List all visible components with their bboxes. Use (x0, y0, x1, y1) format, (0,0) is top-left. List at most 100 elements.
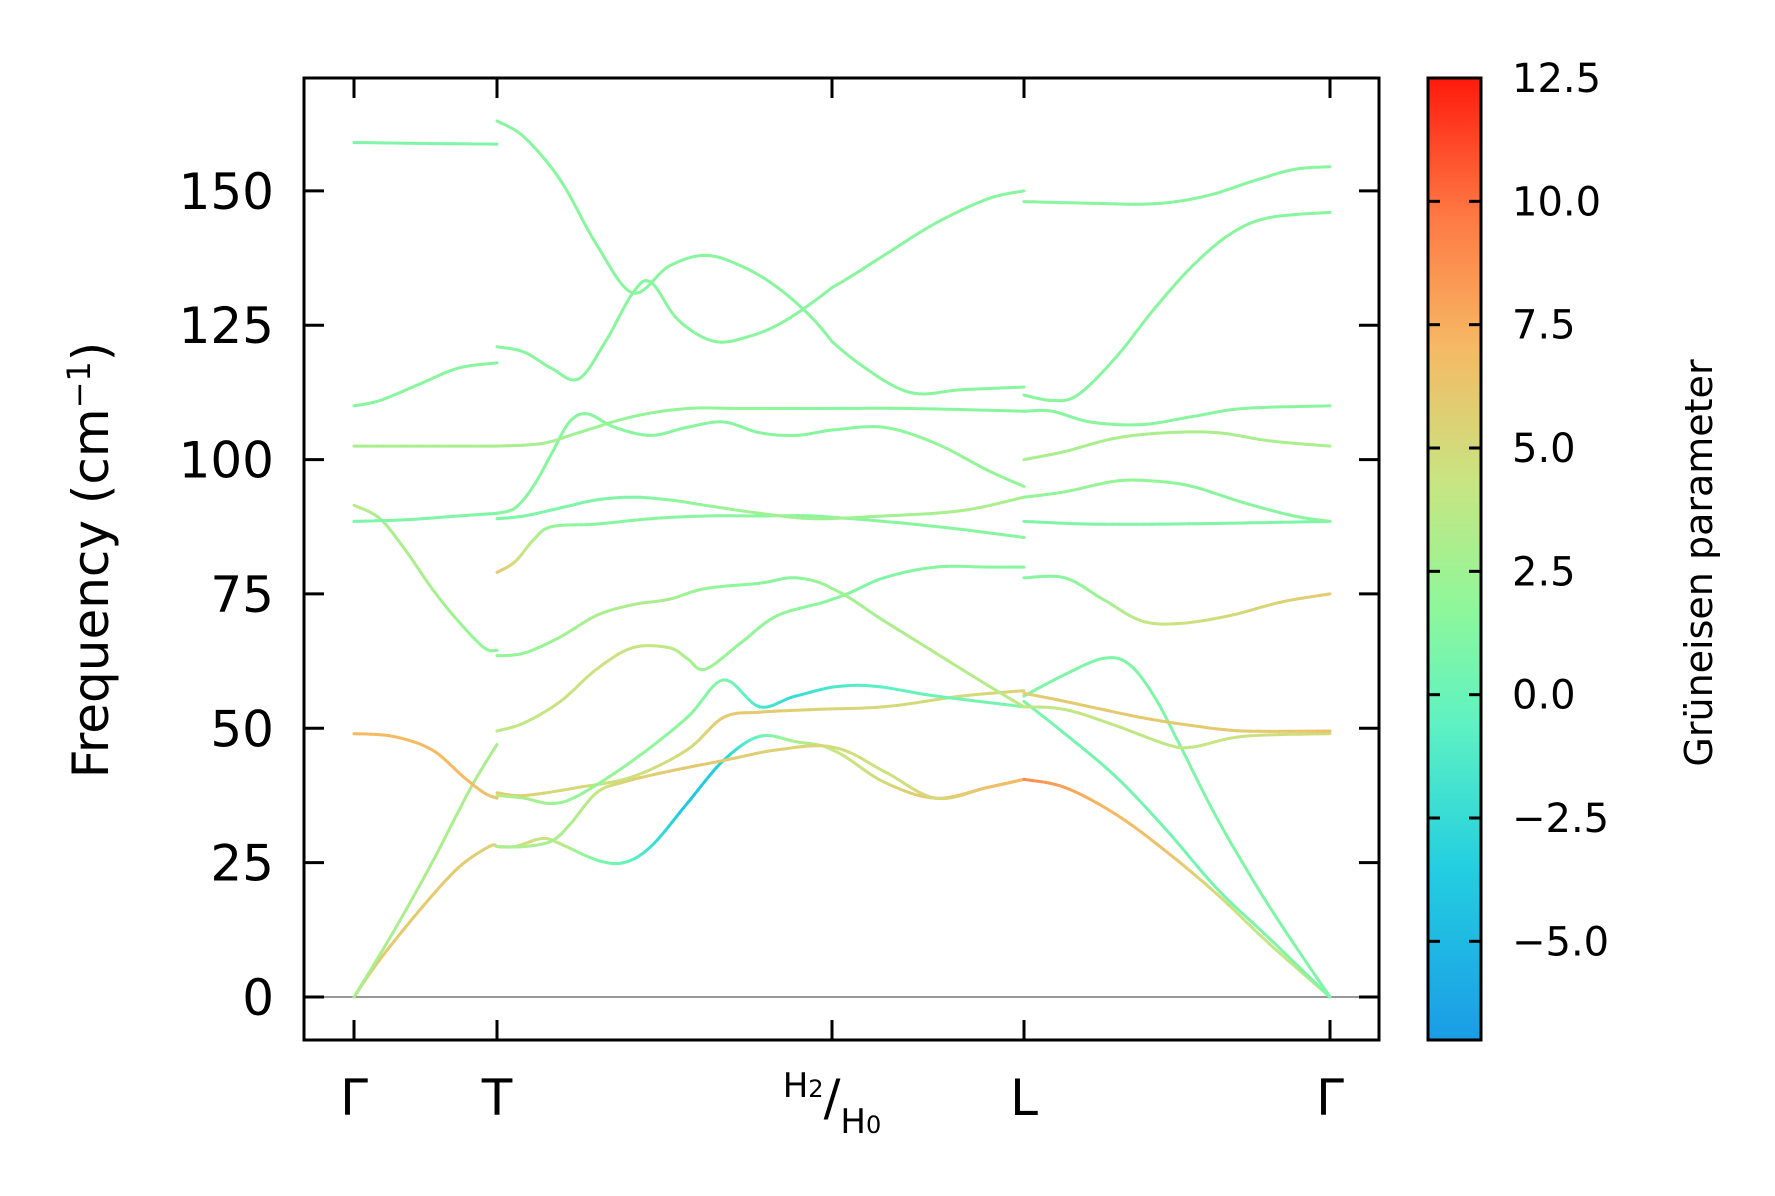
band-line (495, 119, 1026, 396)
y-tick-label: 50 (210, 700, 274, 758)
band-piece (1225, 834, 1234, 846)
band-line (352, 732, 499, 800)
y-tick-label: 75 (210, 566, 274, 624)
band-piece (1211, 810, 1220, 822)
band-line (352, 141, 499, 146)
band-piece (1018, 535, 1026, 539)
band-piece (1279, 923, 1290, 937)
band-line (1022, 165, 1332, 206)
x-tick-label: H2/H0 (783, 1066, 882, 1142)
x-tick-label: L (1010, 1069, 1038, 1127)
colorbar-tick-label: 5.0 (1512, 426, 1576, 472)
colorbar-ticks: −5.0 −2.5 0.0 2.5 5.0 7.5 10.0 12.5 (1428, 56, 1609, 965)
band-line (1022, 478, 1332, 523)
colorbar-tick-label: −2.5 (1512, 796, 1609, 842)
band-piece (1301, 971, 1311, 981)
band-piece (1307, 965, 1318, 978)
band-piece (973, 699, 987, 704)
band-piece (1325, 592, 1332, 596)
y-axis-ticks: 0 25 50 75 100 125 150 (179, 163, 1379, 1027)
band-line (1022, 656, 1332, 999)
band-line (1022, 210, 1332, 403)
colorbar-tick-label: 0.0 (1512, 673, 1576, 719)
band-piece (1261, 895, 1271, 908)
band-line (1022, 705, 1332, 750)
band-piece (1267, 904, 1277, 917)
band-line (495, 495, 1026, 521)
band-line (495, 406, 1026, 448)
band-piece (1294, 965, 1305, 975)
band-piece (1020, 484, 1026, 488)
band-lines (352, 119, 1332, 999)
band-line (1022, 430, 1332, 462)
band-piece (1273, 913, 1283, 927)
band-piece (1294, 944, 1305, 959)
band-line (352, 511, 499, 523)
band-line (495, 189, 1026, 382)
band-piece (1273, 942, 1283, 952)
band-piece (1286, 955, 1297, 966)
colorbar-tick-label: 7.5 (1512, 303, 1576, 349)
band-line (495, 564, 1026, 733)
band-piece (1294, 962, 1305, 972)
colorbar (1426, 76, 1483, 1042)
y-tick-label: 150 (179, 163, 274, 221)
band-piece (1286, 934, 1297, 948)
band-piece (1279, 948, 1290, 959)
band-piece (494, 742, 499, 749)
band-piece (1256, 886, 1265, 899)
colorbar-tick-label: −5.0 (1512, 919, 1609, 965)
band-line (495, 576, 1026, 709)
band-piece (1279, 953, 1290, 963)
band-piece (1216, 818, 1224, 830)
band-line (1022, 519, 1332, 526)
band-line (352, 503, 499, 653)
band-piece (1324, 990, 1332, 999)
band-piece (952, 696, 966, 702)
band-piece (442, 829, 450, 841)
band-piece (1235, 851, 1244, 864)
band-piece (1314, 974, 1323, 986)
band-line (352, 742, 499, 999)
band-line (352, 361, 499, 408)
band-line (1022, 691, 1332, 733)
band-piece (1230, 843, 1239, 855)
band-line (1022, 574, 1332, 626)
y-tick-label: 25 (210, 835, 274, 893)
y-tick-label: 100 (179, 432, 274, 490)
band-piece (983, 700, 997, 705)
band-piece (1245, 868, 1254, 881)
band-piece (993, 701, 1006, 706)
band-line (1022, 404, 1332, 427)
colorbar-tick-label: 12.5 (1512, 56, 1601, 102)
band-line (495, 678, 1026, 805)
band-piece (1301, 955, 1311, 969)
y-tick-label: 125 (179, 297, 274, 355)
band-piece (1220, 826, 1229, 838)
colorbar-title: Grüneisen parameter (1677, 359, 1721, 767)
band-line (495, 514, 1026, 574)
band-piece (1250, 877, 1260, 890)
band-line (352, 843, 499, 999)
colorbar-tick-label: 10.0 (1512, 179, 1601, 225)
band-piece (1240, 860, 1249, 872)
band-piece (1301, 969, 1311, 979)
band-line (1022, 699, 1332, 999)
plot-frame (302, 76, 1381, 1042)
band-piece (1207, 802, 1215, 814)
y-axis-title: Frequency (cm−1) (60, 342, 120, 779)
x-tick-label: Γ (1316, 1069, 1344, 1127)
colorbar-tick-label: 2.5 (1512, 549, 1576, 595)
x-tick-label: T (481, 1069, 513, 1127)
band-line (495, 744, 1026, 849)
band-piece (943, 695, 956, 700)
band-piece (446, 821, 454, 833)
y-tick-label: 0 (242, 969, 274, 1027)
x-axis-ticks: Γ T H2/H0 L Γ (340, 78, 1344, 1142)
x-tick-label: Γ (340, 1069, 368, 1127)
band-line (1022, 777, 1332, 999)
band-line (495, 689, 1026, 798)
band-piece (1286, 959, 1297, 969)
band-piece (1203, 793, 1211, 805)
